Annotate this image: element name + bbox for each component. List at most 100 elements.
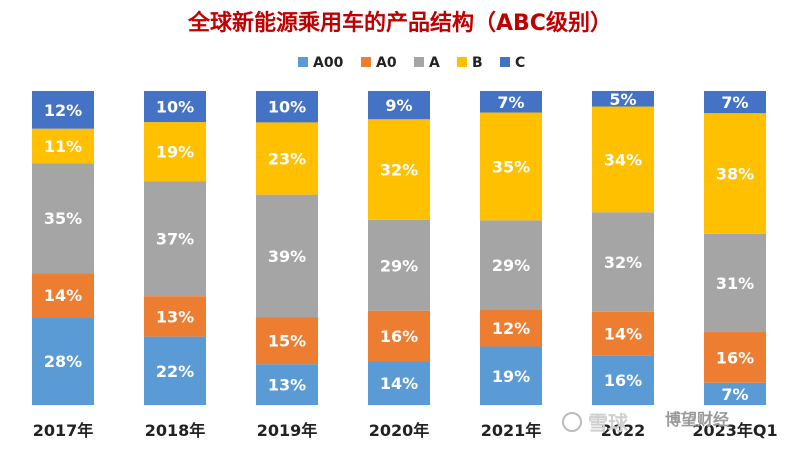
data-label-a0: 15% (268, 332, 306, 351)
x-tick-label: 2022 (601, 421, 646, 440)
bar-segment-a00 (144, 336, 206, 405)
legend-label-a00: A00 (313, 55, 344, 71)
data-label-c: 10% (156, 98, 194, 117)
data-label-a00: 14% (380, 374, 418, 393)
bar-segment-b (256, 122, 318, 195)
bar-segment-a (592, 212, 654, 312)
data-label-c: 10% (268, 98, 306, 117)
x-axis-ticks: 2017年 2018年 2019年 2020年 2021年 2022 2023年Q1 (33, 421, 778, 440)
bar-segment-b (32, 128, 94, 164)
data-label-a: 31% (716, 274, 754, 293)
legend-swatch-a (414, 57, 424, 67)
bar-segment-a (704, 233, 766, 333)
data-label-c: 7% (497, 93, 524, 112)
data-label-a00: 22% (156, 362, 194, 381)
data-label-c: 9% (385, 96, 412, 115)
bar-segment-a0 (368, 310, 430, 362)
bar-segment-a (144, 181, 206, 297)
legend-swatch-c (500, 57, 510, 67)
bar-column: 16% 14% 32% 34% 5% (592, 90, 654, 405)
data-label-a0: 16% (716, 348, 754, 367)
legend-swatch-a0 (361, 57, 371, 67)
bar-column: 19% 12% 29% 35% 7% (480, 91, 542, 405)
bar-segment-a00 (480, 346, 542, 405)
legend-label-a: A (429, 55, 440, 71)
legend-label-b: B (472, 55, 483, 71)
data-label-a0: 14% (604, 324, 642, 343)
legend-label-a0: A0 (376, 55, 397, 71)
data-label-a0: 16% (380, 327, 418, 346)
data-label-a00: 13% (268, 376, 306, 395)
legend-swatch-b (457, 57, 467, 67)
bar-segment-a0 (256, 317, 318, 365)
bar-segment-a (368, 219, 430, 311)
data-label-a: 39% (268, 247, 306, 266)
data-label-b: 23% (268, 150, 306, 169)
bar-segment-a (32, 163, 94, 274)
data-label-a00: 7% (721, 385, 748, 404)
data-label-a00: 19% (492, 367, 530, 386)
bar-segment-b (704, 113, 766, 234)
data-label-a00: 28% (44, 352, 82, 371)
bars: 28% 14% 35% 11% 12% 22% 13% 37% 19% 10% 13% 15% 39% 2… (32, 90, 766, 405)
bar-segment-c (256, 91, 318, 123)
x-tick-label: 2019年 (257, 421, 318, 440)
data-label-c: 12% (44, 101, 82, 120)
bar-segment-c (144, 91, 206, 123)
x-tick-label: 2023年Q1 (692, 421, 777, 440)
data-label-a: 37% (156, 230, 194, 249)
bar-segment-c (32, 91, 94, 129)
bar-segment-c (592, 91, 654, 107)
data-label-b: 32% (380, 161, 418, 180)
bar-segment-a00 (32, 317, 94, 405)
bar-column: 22% 13% 37% 19% 10% (144, 91, 206, 405)
data-label-a: 32% (604, 253, 642, 272)
bar-segment-b (368, 119, 430, 220)
x-tick-label: 2021年 (481, 421, 542, 440)
bar-segment-c (368, 91, 430, 120)
data-label-a0: 12% (492, 319, 530, 338)
data-label-a0: 14% (44, 286, 82, 305)
bar-column: 14% 16% 29% 32% 9% (368, 91, 430, 405)
bar-column: 13% 15% 39% 23% 10% (256, 91, 318, 405)
x-tick-label: 2018年 (145, 421, 206, 440)
watermark: 雪球 博望财经 (562, 410, 729, 435)
bar-segment-a (480, 220, 542, 310)
bar-segment-a0 (144, 296, 206, 337)
bar-segment-a00 (704, 382, 766, 405)
data-label-b: 11% (44, 137, 82, 156)
x-tick-label: 2020年 (369, 421, 430, 440)
chart-title: 全球新能源乘用车的产品结构（ABC级别） (187, 10, 612, 36)
data-label-b: 38% (716, 164, 754, 183)
bar-segment-c (704, 91, 766, 114)
data-label-a: 29% (492, 256, 530, 275)
legend-swatch-a00 (298, 57, 308, 67)
bar-segment-b (480, 112, 542, 221)
data-label-a00: 16% (604, 371, 642, 390)
data-label-c: 7% (721, 93, 748, 112)
data-label-a: 35% (44, 209, 82, 228)
bar-segment-a00 (368, 361, 430, 405)
snowball-logo-icon (562, 412, 582, 432)
data-label-b: 35% (492, 157, 530, 176)
bar-segment-a0 (480, 309, 542, 347)
bar-column: 28% 14% 35% 11% 12% (32, 91, 94, 405)
watermark-author: 博望财经 (665, 410, 729, 429)
watermark-text: 雪球 (588, 411, 629, 435)
bar-segment-a00 (592, 355, 654, 405)
bar-segment-a0 (32, 273, 94, 318)
x-tick-label: 2017年 (33, 421, 94, 440)
bar-segment-a0 (704, 332, 766, 383)
bar-segment-b (592, 106, 654, 213)
bar-column: 7% 16% 31% 38% 7% (704, 91, 766, 405)
legend: A00 A0 A B C (298, 55, 525, 71)
bar-segment-c (480, 91, 542, 113)
bar-segment-a00 (256, 364, 318, 405)
bar-segment-a0 (592, 311, 654, 356)
legend-label-c: C (515, 55, 525, 71)
data-label-b: 19% (156, 143, 194, 162)
data-label-a0: 13% (156, 307, 194, 326)
data-label-a: 29% (380, 256, 418, 275)
